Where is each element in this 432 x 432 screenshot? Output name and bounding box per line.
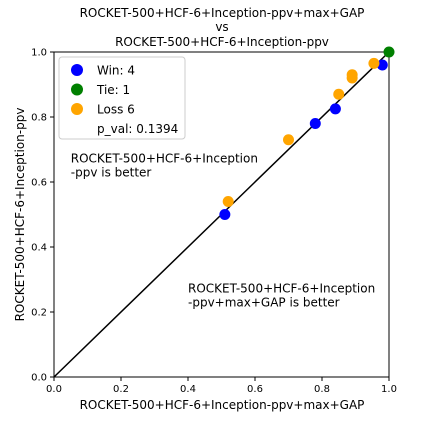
- x-tick-label: 0.4: [180, 384, 196, 395]
- y-tick-label: 0.2: [31, 308, 47, 319]
- x-tick-label: 0.8: [314, 384, 330, 395]
- x-tick-label: 0.0: [46, 384, 62, 395]
- chart-title: ROCKET-500+HCF-6+Inception-ppv+max+GAP v…: [80, 6, 365, 49]
- legend-entry: Tie: 1: [96, 83, 130, 97]
- y-tick-label: 0.6: [31, 178, 47, 189]
- legend-entry: p_val: 0.1394: [97, 122, 178, 136]
- loss-point: [222, 196, 234, 207]
- loss-point: [283, 134, 294, 146]
- loss-point: [368, 57, 380, 69]
- y-tick-label: 1.0: [31, 48, 47, 59]
- y-axis-label: ROCKET-500+HCF-6+Inception-ppv: [13, 108, 27, 322]
- annotation-text: ROCKET-500+HCF-6+Inception: [71, 152, 258, 166]
- x-tick-label: 0.6: [247, 384, 263, 395]
- legend: Win: 4 Tie: 1 Loss 6 p_val: 0.1394: [58, 56, 186, 140]
- y-tick-label: 0.0: [31, 373, 47, 384]
- plot-area-frame: [53, 51, 390, 378]
- annotation-text: -ppv is better: [71, 166, 152, 180]
- y-tick-label: 0.4: [31, 243, 47, 254]
- data-points: [219, 46, 395, 220]
- legend-entry: Win: 4: [97, 64, 135, 78]
- x-tick-label: 0.2: [113, 384, 129, 395]
- chart-title-line-2: vs: [215, 20, 228, 34]
- legend-marker: [71, 64, 83, 76]
- loss-point: [346, 69, 358, 81]
- annotations: ROCKET-500+HCF-6+Inception-ppv is better…: [71, 152, 375, 310]
- x-tick-label: 1.0: [381, 384, 397, 395]
- win-point: [376, 59, 388, 71]
- legend-entry: Loss 6: [97, 103, 135, 117]
- win-point: [329, 103, 341, 115]
- annotation-text: ROCKET-500+HCF-6+Inception: [188, 282, 375, 296]
- chart-title-line-1: ROCKET-500+HCF-6+Inception-ppv+max+GAP: [80, 6, 365, 20]
- axis-ticks: 0.00.0 0.2 0.2 0.4 0.4 0.6 0.6 0.8 0.8 1.0 1.0: [31, 48, 397, 396]
- legend-marker: [71, 83, 83, 96]
- annotation-text: -ppv+max+GAP is better: [188, 296, 340, 310]
- legend-marker: [71, 103, 83, 115]
- y-tick-label: 0.8: [31, 113, 47, 124]
- chart-title-line-3: ROCKET-500+HCF-6+Inception-ppv: [115, 35, 329, 49]
- x-axis-label: ROCKET-500+HCF-6+Inception-ppv+max+GAP: [80, 398, 365, 412]
- tie-point: [383, 46, 395, 58]
- win-point: [219, 209, 231, 220]
- loss-point: [333, 88, 345, 100]
- legend-box: [58, 56, 186, 140]
- win-point: [309, 118, 321, 129]
